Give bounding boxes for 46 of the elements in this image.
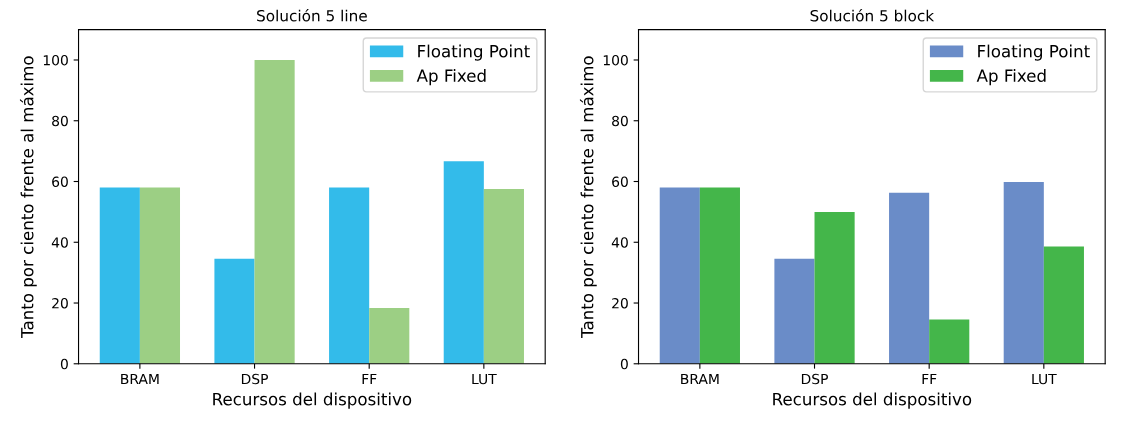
x-axis-title: Recursos del dispositivo (213, 392, 412, 409)
x-tick-label: DSP (801, 373, 828, 385)
bar (699, 187, 740, 364)
y-axis-title: Tanto por ciento frente al máximo (579, 56, 597, 339)
x-tick-label: LUT (472, 373, 497, 385)
x-tick-label: BRAM (681, 373, 719, 385)
bar (659, 187, 700, 364)
y-tick-label: 20 (612, 297, 628, 309)
bar (369, 307, 410, 364)
y-tick-label: 0 (620, 358, 628, 370)
y-tick-label: 40 (51, 237, 68, 248)
legend-label: Floating Point (978, 44, 1090, 61)
x-tick-label: FF (362, 373, 377, 385)
bar (254, 59, 295, 364)
x-axis-title: Recursos del dispositivo (773, 392, 972, 409)
legend-label: Ap Fixed (416, 69, 486, 86)
legend-label: Floating Point (418, 44, 530, 61)
y-tick-label: 60 (52, 176, 68, 187)
y-tick-label: 100 (43, 54, 68, 66)
y-tick-label: 100 (603, 54, 628, 66)
legend-label: Ap Fixed (976, 69, 1046, 86)
bar (483, 189, 524, 364)
bar (329, 187, 370, 364)
bar (929, 319, 970, 364)
y-tick-label: 20 (52, 297, 68, 309)
bar (139, 187, 181, 364)
bar (814, 211, 855, 364)
y-tick-label: 0 (60, 358, 68, 370)
bar (774, 258, 815, 364)
chart-title: Solución 5 block (810, 9, 935, 22)
x-tick-label: DSP (241, 373, 269, 385)
bar (99, 187, 140, 364)
y-axis-title: Tanto por ciento frente al máximo (19, 56, 37, 339)
y-tick-label: 80 (612, 115, 628, 127)
x-tick-label: BRAM (121, 373, 159, 385)
bar (214, 258, 255, 364)
y-tick-label: 40 (611, 237, 628, 248)
bar (889, 192, 930, 364)
x-tick-label: LUT (1032, 373, 1057, 385)
y-tick-label: 60 (612, 176, 628, 187)
bar (443, 161, 484, 364)
chart-title: Solución 5 line (257, 9, 367, 22)
bar (1003, 182, 1044, 364)
bar (1043, 246, 1084, 364)
y-tick-label: 80 (52, 115, 68, 127)
x-tick-label: FF (922, 373, 937, 385)
